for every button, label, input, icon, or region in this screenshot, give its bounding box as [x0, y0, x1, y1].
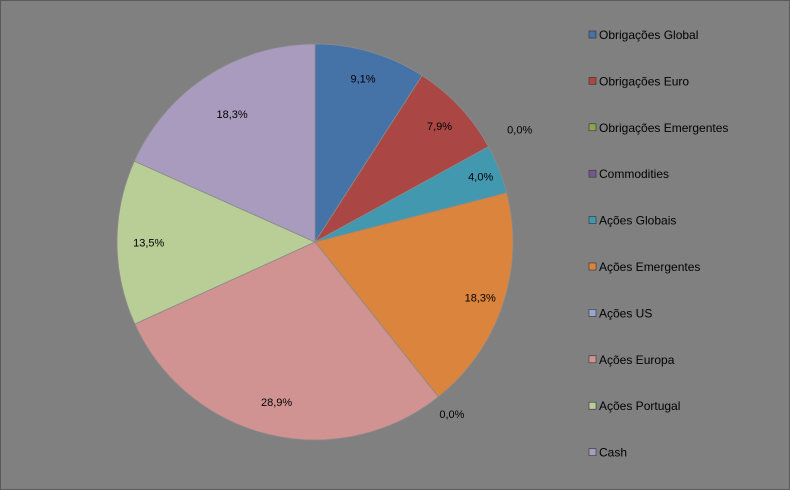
- legend-swatch-acoes-globais: [588, 216, 597, 224]
- data-labels: 9,1% 7,9% 0,0% 4,0% 18,3% 0,0% 28,9% 13,5% 18,3%: [133, 74, 532, 421]
- data-label-obrigacoes-emergentes: 0,0%: [507, 124, 532, 136]
- legend-swatch-acoes-us: [588, 309, 597, 317]
- legend-label-cash: Cash: [599, 446, 627, 460]
- legend-swatch-acoes-europa: [588, 355, 597, 364]
- data-label-acoes-europa: 28,9%: [261, 397, 292, 409]
- pie-slice-acoes-portugal: [116, 160, 316, 325]
- legend-swatch-commodities: [588, 169, 597, 178]
- legend-label-obrigacoes-emergentes: Obrigações Emergentes: [599, 121, 728, 135]
- data-label-obrigacoes-euro: 7,9%: [427, 121, 452, 133]
- pie-slice-obrigacoes-euro: [314, 74, 490, 243]
- legend: Obrigações Global Obrigações Euro Obrigaçõ…: [588, 28, 728, 460]
- data-label-acoes-portugal: 13,5%: [133, 238, 164, 250]
- legend-label-commodities: Commodities: [599, 167, 669, 181]
- pie-slice-obrigacoes-global: [314, 43, 423, 244]
- data-label-acoes-globais: 4,0%: [468, 171, 493, 183]
- data-label-acoes-us: 0,0%: [439, 409, 464, 421]
- legend-swatch-obrigacoes-euro: [588, 77, 597, 85]
- pie-slices: [116, 43, 514, 441]
- legend-label-acoes-portugal: Ações Portugal: [599, 399, 680, 413]
- data-label-acoes-emergentes: 18,3%: [465, 292, 496, 304]
- legend-swatch-obrigacoes-global: [588, 30, 597, 39]
- legend-label-acoes-us: Ações US: [599, 306, 652, 320]
- pie-slice-acoes-emergentes: [314, 192, 514, 398]
- data-label-cash: 18,3%: [216, 109, 247, 121]
- legend-swatch-acoes-emergentes: [588, 262, 597, 271]
- data-label-obrigacoes-global: 9,1%: [350, 74, 375, 86]
- legend-label-acoes-europa: Ações Europa: [599, 353, 675, 367]
- pie-slice-acoes-europa: [134, 241, 439, 441]
- legend-label-obrigacoes-euro: Obrigações Euro: [599, 74, 689, 88]
- legend-label-acoes-globais: Ações Globais: [599, 214, 676, 228]
- legend-swatch-obrigacoes-emergentes: [588, 123, 597, 132]
- legend-label-acoes-emergentes: Ações Emergentes: [599, 260, 700, 274]
- legend-swatch-acoes-portugal: [588, 401, 597, 410]
- legend-label-obrigacoes-global: Obrigações Global: [599, 28, 698, 42]
- pie-slice-cash: [133, 43, 316, 243]
- legend-swatch-cash: [588, 448, 597, 456]
